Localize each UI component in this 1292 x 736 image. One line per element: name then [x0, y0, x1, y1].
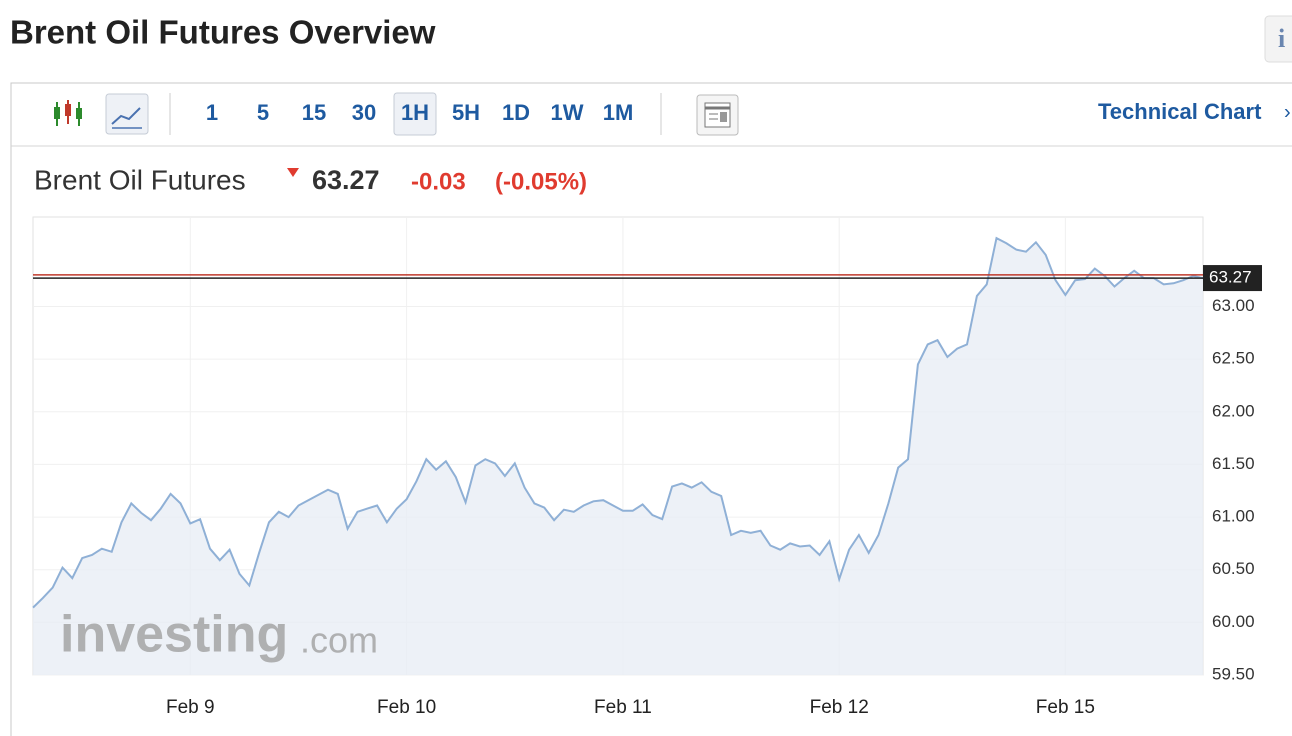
info-button[interactable] [1264, 15, 1292, 63]
x-tick-label: Feb 12 [810, 697, 869, 718]
watermark-suffix: .com [300, 620, 378, 661]
down-arrow [287, 168, 299, 177]
interval-button[interactable]: 1M [603, 100, 634, 125]
watermark: investing [60, 606, 288, 664]
interval-button[interactable]: 1W [551, 100, 584, 125]
y-tick-label: 60.00 [1212, 612, 1255, 631]
interval-active-bg[interactable] [393, 92, 437, 136]
interval-button[interactable]: 1 [206, 100, 218, 125]
price-badge [1203, 265, 1262, 292]
x-tick-label: Feb 11 [594, 697, 652, 718]
interval-button[interactable]: 15 [302, 100, 326, 125]
price-line [32, 236, 1204, 609]
interval-button[interactable]: 1H [401, 100, 429, 125]
chevron[interactable]: › [1284, 101, 1291, 123]
y-tick-label: 62.00 [1212, 401, 1255, 420]
y-tick-label: 63.00 [1212, 296, 1255, 315]
quote-change-pct: (-0.05%) [495, 168, 587, 195]
interval-button[interactable]: 5 [257, 100, 269, 125]
quote-name: Brent Oil Futures [34, 164, 246, 195]
info-icon[interactable]: i [1278, 24, 1285, 53]
quote-price: 63.27 [312, 165, 380, 195]
price-badge-label: 63.27 [1209, 268, 1252, 287]
interval-button[interactable]: 5H [452, 100, 480, 125]
interval-button[interactable]: 1D [502, 100, 530, 125]
x-tick-label: Feb 15 [1036, 697, 1095, 718]
x-tick-label: Feb 9 [166, 697, 215, 718]
page-title: Brent Oil Futures Overview [10, 14, 436, 51]
technical-chart-link[interactable]: Technical Chart [1098, 99, 1262, 124]
y-tick-label: 61.00 [1212, 507, 1255, 526]
y-tick-label: 61.50 [1212, 454, 1255, 473]
candle-icon[interactable] [54, 100, 82, 126]
widget-frame [10, 82, 1292, 736]
quote-change: -0.03 [411, 168, 466, 195]
table-icon[interactable] [696, 94, 739, 136]
interval-button[interactable]: 30 [352, 100, 376, 125]
y-tick-label: 60.50 [1212, 559, 1255, 578]
x-tick-label: Feb 10 [377, 697, 436, 718]
y-tick-label: 59.50 [1212, 664, 1255, 683]
area-fill [33, 238, 1203, 675]
line-icon[interactable] [105, 93, 149, 135]
y-tick-label: 62.50 [1212, 349, 1255, 368]
